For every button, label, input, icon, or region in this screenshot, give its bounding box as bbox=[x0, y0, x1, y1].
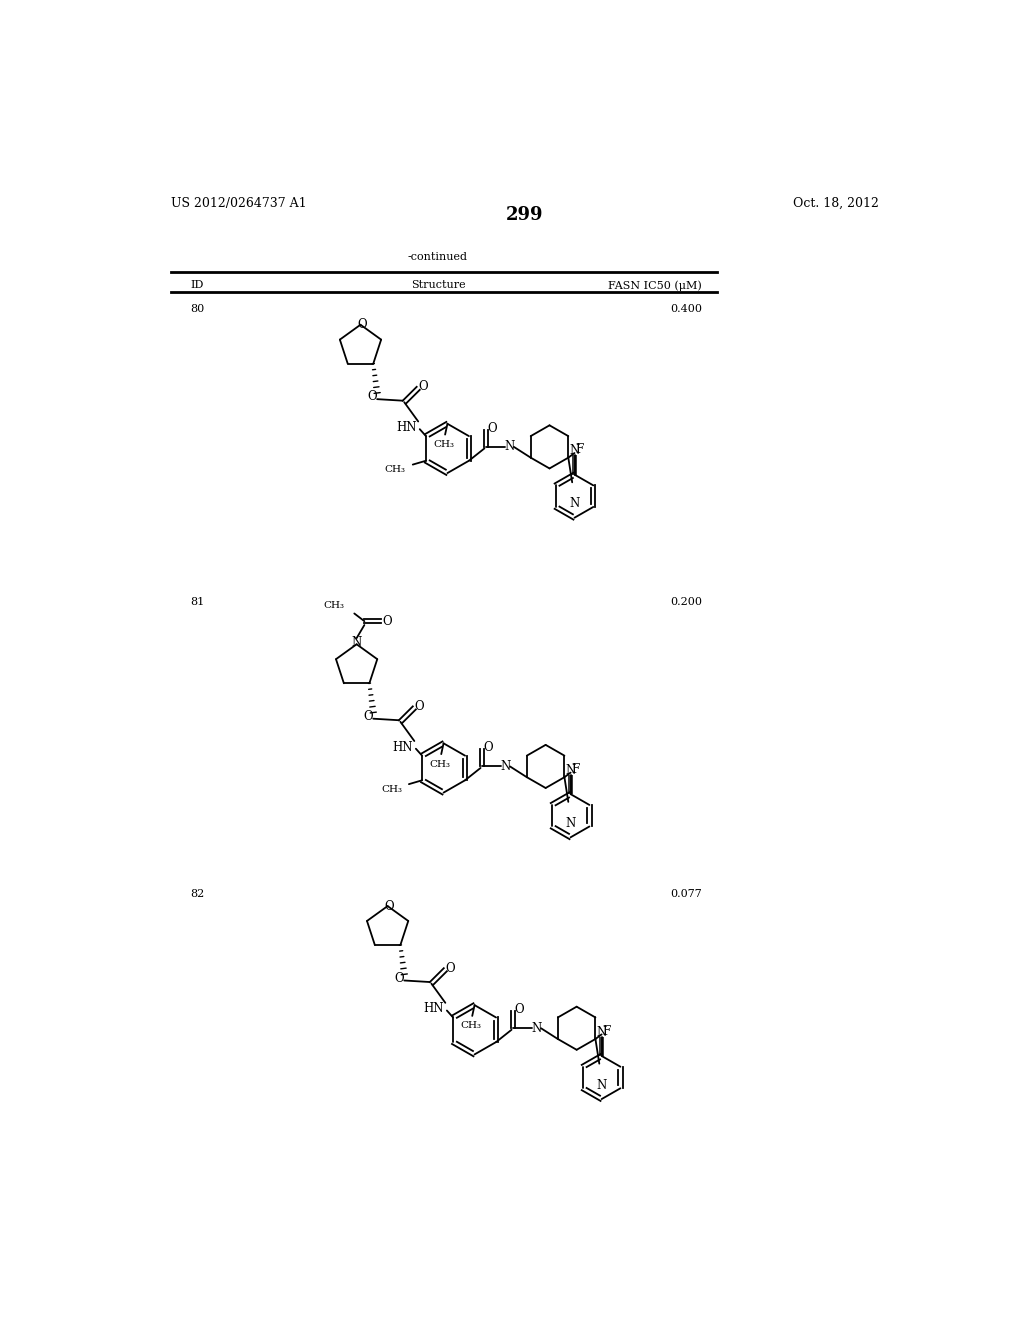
Text: F: F bbox=[575, 444, 584, 457]
Text: US 2012/0264737 A1: US 2012/0264737 A1 bbox=[171, 197, 306, 210]
Text: 299: 299 bbox=[506, 206, 544, 224]
Text: N: N bbox=[565, 764, 575, 776]
Text: F: F bbox=[571, 763, 580, 776]
Text: N: N bbox=[569, 445, 580, 457]
Text: -continued: -continued bbox=[408, 252, 468, 263]
Text: N: N bbox=[500, 760, 510, 774]
Text: O: O bbox=[514, 1003, 524, 1016]
Text: Oct. 18, 2012: Oct. 18, 2012 bbox=[794, 197, 879, 210]
Text: 0.400: 0.400 bbox=[671, 304, 702, 314]
Text: 0.200: 0.200 bbox=[671, 597, 702, 606]
Text: O: O bbox=[487, 422, 497, 434]
Text: O: O bbox=[414, 700, 424, 713]
Text: Structure: Structure bbox=[411, 280, 465, 290]
Text: CH₃: CH₃ bbox=[429, 759, 451, 768]
Text: N: N bbox=[569, 498, 580, 511]
Text: N: N bbox=[351, 636, 361, 649]
Text: 81: 81 bbox=[190, 597, 204, 606]
Text: N: N bbox=[565, 817, 575, 830]
Text: 80: 80 bbox=[190, 304, 204, 314]
Text: O: O bbox=[357, 318, 367, 331]
Text: O: O bbox=[367, 391, 377, 404]
Text: O: O bbox=[384, 899, 394, 912]
Text: N: N bbox=[531, 1022, 542, 1035]
Text: N: N bbox=[597, 1026, 607, 1039]
Text: F: F bbox=[602, 1024, 610, 1038]
Text: HN: HN bbox=[396, 421, 417, 434]
Text: HN: HN bbox=[392, 741, 413, 754]
Text: HN: HN bbox=[423, 1002, 443, 1015]
Text: O: O bbox=[382, 615, 391, 628]
Text: CH₃: CH₃ bbox=[460, 1022, 481, 1031]
Text: CH₃: CH₃ bbox=[385, 466, 406, 474]
Text: O: O bbox=[483, 742, 494, 755]
Text: O: O bbox=[445, 962, 455, 974]
Text: 0.077: 0.077 bbox=[671, 890, 702, 899]
Text: CH₃: CH₃ bbox=[381, 785, 402, 795]
Text: ID: ID bbox=[190, 280, 204, 290]
Text: O: O bbox=[394, 972, 403, 985]
Text: FASN IC50 (μM): FASN IC50 (μM) bbox=[608, 280, 701, 290]
Text: CH₃: CH₃ bbox=[324, 602, 344, 610]
Text: 82: 82 bbox=[190, 890, 204, 899]
Text: N: N bbox=[504, 441, 514, 453]
Text: O: O bbox=[418, 380, 428, 393]
Text: CH₃: CH₃ bbox=[433, 440, 454, 449]
Text: O: O bbox=[364, 710, 373, 723]
Text: N: N bbox=[597, 1078, 607, 1092]
